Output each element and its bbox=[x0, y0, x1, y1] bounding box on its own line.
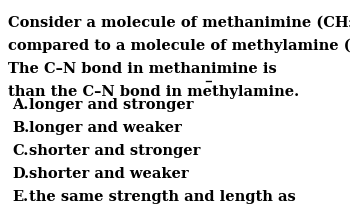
Text: the same strength and length as: the same strength and length as bbox=[29, 190, 295, 204]
Text: Consider a molecule of methanimine (CH₃N): Consider a molecule of methanimine (CH₃N… bbox=[8, 15, 350, 30]
Text: shorter and weaker: shorter and weaker bbox=[29, 167, 188, 181]
Text: E.: E. bbox=[12, 190, 28, 204]
Text: longer and weaker: longer and weaker bbox=[29, 121, 182, 135]
Text: B.: B. bbox=[12, 121, 29, 135]
Text: compared to a molecule of methylamine (CH₅N).: compared to a molecule of methylamine (C… bbox=[8, 38, 350, 53]
Text: D.: D. bbox=[12, 167, 29, 181]
Text: A.: A. bbox=[12, 98, 28, 112]
Text: than the C–N bond in methylamine.: than the C–N bond in methylamine. bbox=[8, 85, 299, 99]
Text: shorter and stronger: shorter and stronger bbox=[29, 144, 200, 158]
Text: The C–N bond in methanimine is: The C–N bond in methanimine is bbox=[8, 62, 282, 76]
Text: C.: C. bbox=[12, 144, 28, 158]
Text: longer and stronger: longer and stronger bbox=[29, 98, 193, 112]
